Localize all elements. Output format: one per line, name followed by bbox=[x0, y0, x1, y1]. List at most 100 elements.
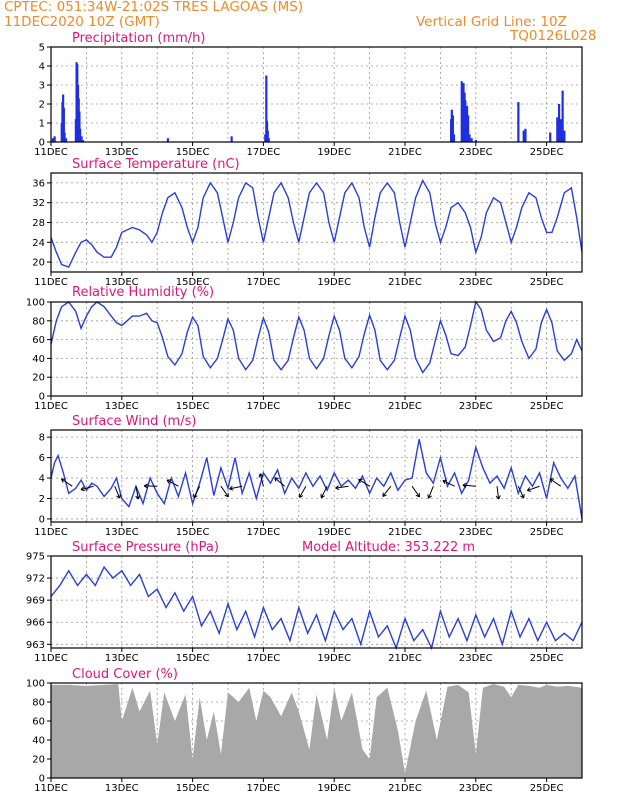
y-tick-label: 60 bbox=[32, 335, 45, 346]
x-tick-label: 19DEC bbox=[317, 277, 351, 288]
y-tick-label: 2 bbox=[39, 100, 45, 111]
precip-bar bbox=[561, 90, 564, 142]
x-tick-label: 19DEC bbox=[317, 401, 351, 412]
precip-bar bbox=[51, 138, 54, 142]
wind-arrow-head bbox=[320, 493, 325, 499]
y-tick-label: 4 bbox=[39, 474, 45, 485]
y-tick-label: 1 bbox=[39, 119, 45, 130]
x-tick-label: 25DEC bbox=[530, 401, 564, 412]
y-tick-label: 3 bbox=[39, 81, 45, 92]
precip-bar bbox=[468, 134, 471, 142]
y-tick-label: 975 bbox=[26, 552, 45, 563]
x-tick-label: 21DEC bbox=[388, 783, 422, 794]
y-tick-label: 6 bbox=[39, 453, 45, 464]
y-tick-label: 40 bbox=[32, 736, 45, 747]
wind-arrow bbox=[193, 486, 201, 499]
wind-arrow bbox=[382, 485, 392, 497]
wind-arrow-head bbox=[80, 486, 85, 492]
wind-arrow bbox=[335, 485, 349, 489]
y-tick-label: 5 bbox=[39, 43, 45, 54]
x-tick-label: 17DEC bbox=[247, 527, 281, 538]
y-tick-label: 80 bbox=[32, 698, 45, 709]
y-tick-label: 100 bbox=[26, 679, 45, 690]
precip-bar bbox=[79, 128, 82, 142]
x-tick-label: 17DEC bbox=[247, 147, 281, 158]
wind-arrow-head bbox=[166, 479, 171, 484]
station-header: CPTEC: 051:34W-21:02S TRES LAGOAS (MS) bbox=[4, 0, 304, 15]
panel-frame bbox=[50, 429, 583, 523]
wind-arrow bbox=[462, 484, 476, 487]
x-tick-label: 19DEC bbox=[317, 653, 351, 664]
x-tick-label: 17DEC bbox=[247, 401, 281, 412]
x-tick-label: 13DEC bbox=[105, 147, 139, 158]
precip-bar bbox=[549, 132, 552, 142]
x-tick-label: 15DEC bbox=[176, 147, 210, 158]
x-tick-label: 15DEC bbox=[176, 527, 210, 538]
x-tick-label: 23DEC bbox=[459, 527, 493, 538]
wind-arrow-head bbox=[495, 495, 501, 500]
precip-bar bbox=[63, 132, 66, 142]
precip-bar bbox=[78, 111, 81, 142]
y-tick-label: 36 bbox=[32, 178, 45, 189]
precip-bar bbox=[452, 134, 456, 142]
x-tick-label: 23DEC bbox=[459, 401, 493, 412]
wind-arrow-head bbox=[224, 492, 229, 498]
panel-frame bbox=[50, 682, 583, 779]
precip-bar bbox=[563, 130, 566, 142]
y-tick-label: 32 bbox=[32, 198, 45, 209]
y-tick-label: 0 bbox=[39, 392, 45, 403]
x-tick-label: 23DEC bbox=[459, 783, 493, 794]
panel-title: Cloud Cover (%) bbox=[72, 667, 178, 682]
x-tick-label: 25DEC bbox=[530, 147, 564, 158]
y-tick-label: 60 bbox=[32, 717, 45, 728]
precip-bar bbox=[80, 136, 83, 142]
panel-title: Relative Humidity (%) bbox=[72, 285, 214, 300]
wind-arrow bbox=[549, 478, 562, 487]
wind-arrow-head bbox=[382, 492, 387, 497]
x-tick-label: 11DEC bbox=[34, 653, 68, 664]
precip-bar bbox=[53, 136, 56, 142]
precip-bar bbox=[265, 75, 268, 142]
x-tick-label: 11DEC bbox=[34, 783, 68, 794]
panel-title: Surface Wind (m/s) bbox=[72, 414, 196, 429]
precip-bar bbox=[474, 140, 477, 142]
precip-bar bbox=[467, 115, 470, 142]
wind-arrow bbox=[135, 486, 139, 500]
wind-arrow bbox=[428, 486, 434, 499]
panel-title: Surface Temperature (nC) bbox=[72, 157, 240, 172]
wind-arrow-head bbox=[358, 478, 363, 484]
panel-frame bbox=[50, 555, 583, 649]
y-tick-label: 24 bbox=[32, 238, 45, 249]
precip-bar bbox=[166, 138, 170, 142]
precip-bar bbox=[81, 140, 85, 142]
precip-bar bbox=[522, 130, 525, 142]
wind-arrow bbox=[358, 478, 370, 487]
wind-arrow-head bbox=[135, 495, 141, 500]
wind-arrow-head bbox=[415, 492, 420, 498]
wind-arrow bbox=[527, 485, 540, 492]
wind-arrow-head bbox=[116, 494, 121, 499]
wind-arrow bbox=[299, 485, 307, 498]
x-tick-label: 25DEC bbox=[530, 527, 564, 538]
x-tick-label: 17DEC bbox=[247, 783, 281, 794]
wind-arrow-head bbox=[526, 487, 532, 492]
wind-arrow-head bbox=[520, 493, 525, 499]
x-tick-label: 13DEC bbox=[105, 653, 139, 664]
wind-arrow bbox=[80, 485, 94, 491]
x-tick-label: 19DEC bbox=[317, 783, 351, 794]
x-tick-label: 19DEC bbox=[317, 527, 351, 538]
y-tick-label: 969 bbox=[26, 596, 45, 607]
x-tick-label: 21DEC bbox=[388, 147, 422, 158]
series-line bbox=[50, 439, 583, 520]
y-tick-label: 2 bbox=[39, 494, 45, 505]
x-tick-label: 15DEC bbox=[176, 277, 210, 288]
wind-arrow bbox=[496, 486, 500, 500]
wind-arrow-head bbox=[335, 485, 340, 491]
run-date: 11DEC2020 10Z (GMT) bbox=[4, 14, 160, 30]
y-tick-label: 20 bbox=[32, 755, 45, 766]
precip-bar bbox=[64, 138, 68, 142]
y-tick-label: 8 bbox=[39, 433, 45, 444]
precip-bar bbox=[62, 107, 65, 142]
wind-arrow-head bbox=[229, 485, 234, 491]
wind-arrow-head bbox=[462, 482, 467, 488]
